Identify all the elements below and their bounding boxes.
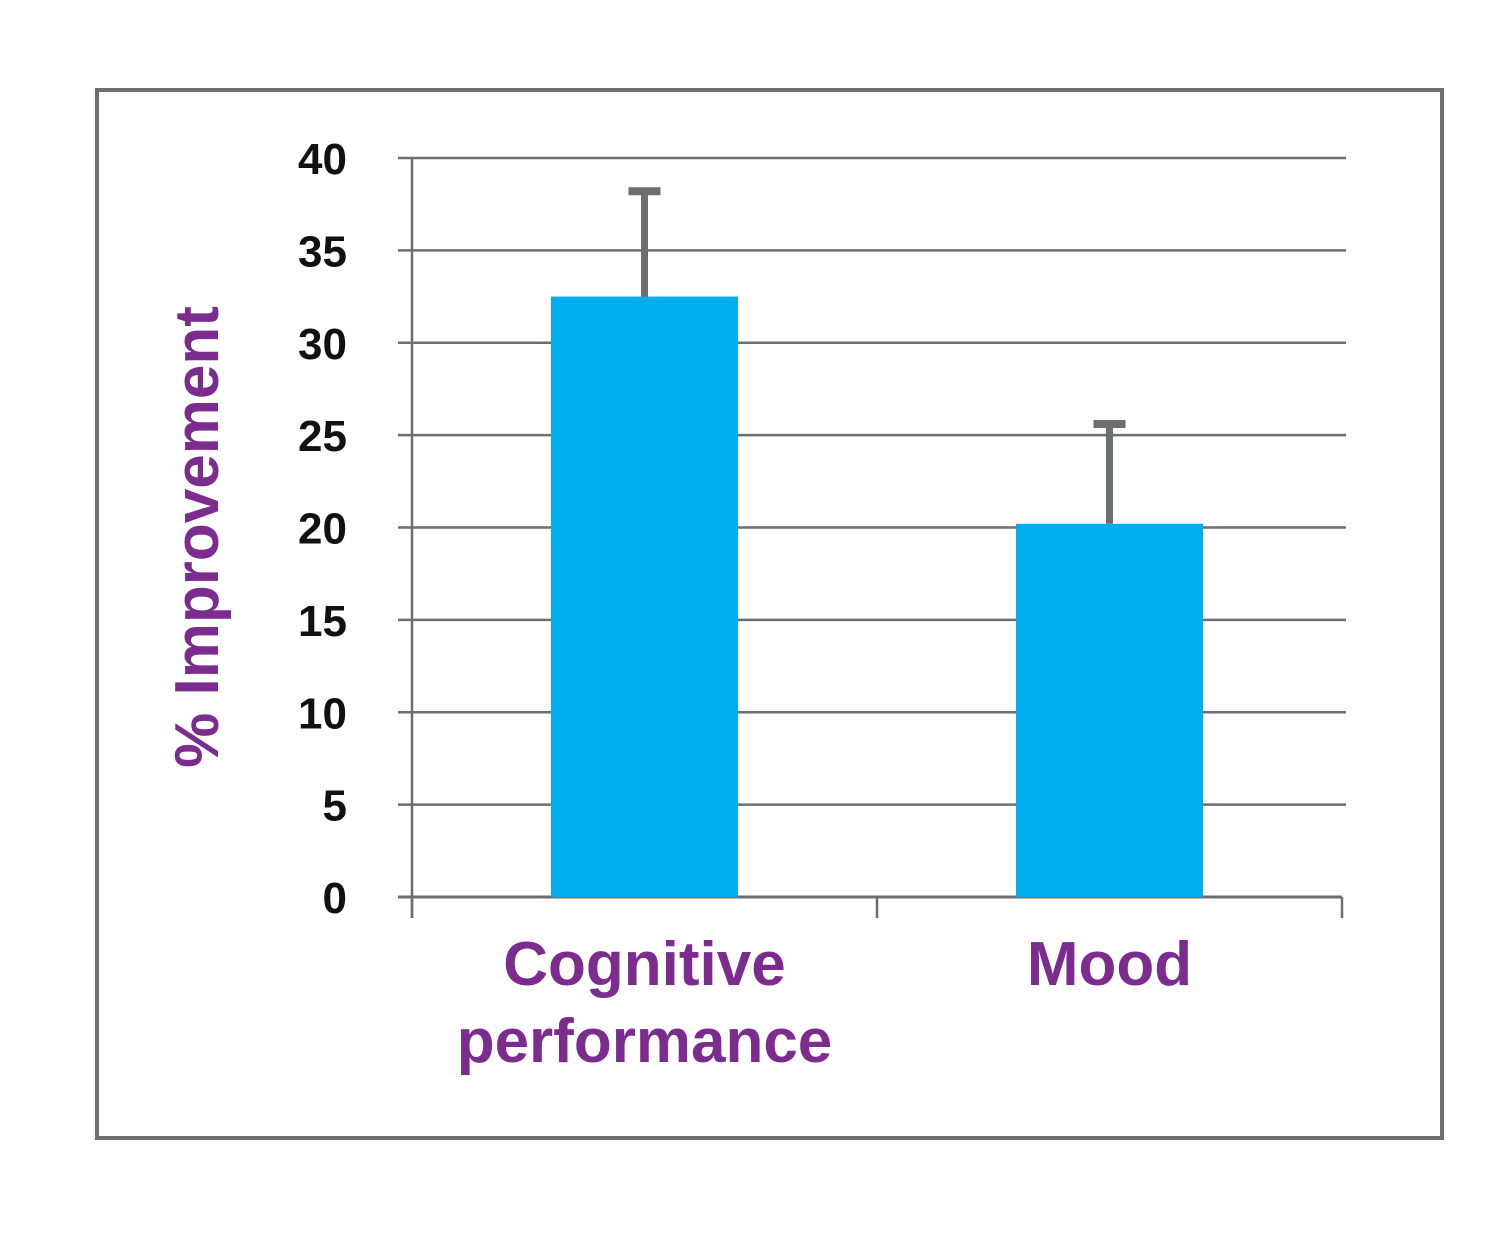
error-bars: [628, 187, 1126, 524]
x-category-label: performance: [457, 1007, 833, 1076]
y-tick-label: 40: [298, 135, 347, 184]
bar: [1016, 523, 1203, 897]
x-category-label: Cognitive: [503, 930, 785, 999]
y-tick-label: 10: [298, 689, 347, 738]
x-category-label: Mood: [1027, 930, 1192, 999]
y-tick-label: 0: [323, 874, 347, 923]
category-labels: Cognitive performance Mood: [457, 930, 1192, 1076]
bars: [551, 296, 1203, 897]
y-tick-label: 30: [298, 320, 347, 369]
y-axis-title: % Improvement: [163, 306, 232, 768]
y-tick-label: 5: [323, 782, 347, 831]
y-tick-labels: 0 5 10 15 20 25 30 35 40: [298, 135, 347, 923]
y-tick-label: 20: [298, 505, 347, 554]
bar: [551, 296, 738, 897]
y-tick-label: 15: [298, 597, 347, 646]
y-tick-label: 25: [298, 412, 347, 461]
y-tick-label: 35: [298, 227, 347, 276]
chart-frame: [95, 88, 1444, 1140]
